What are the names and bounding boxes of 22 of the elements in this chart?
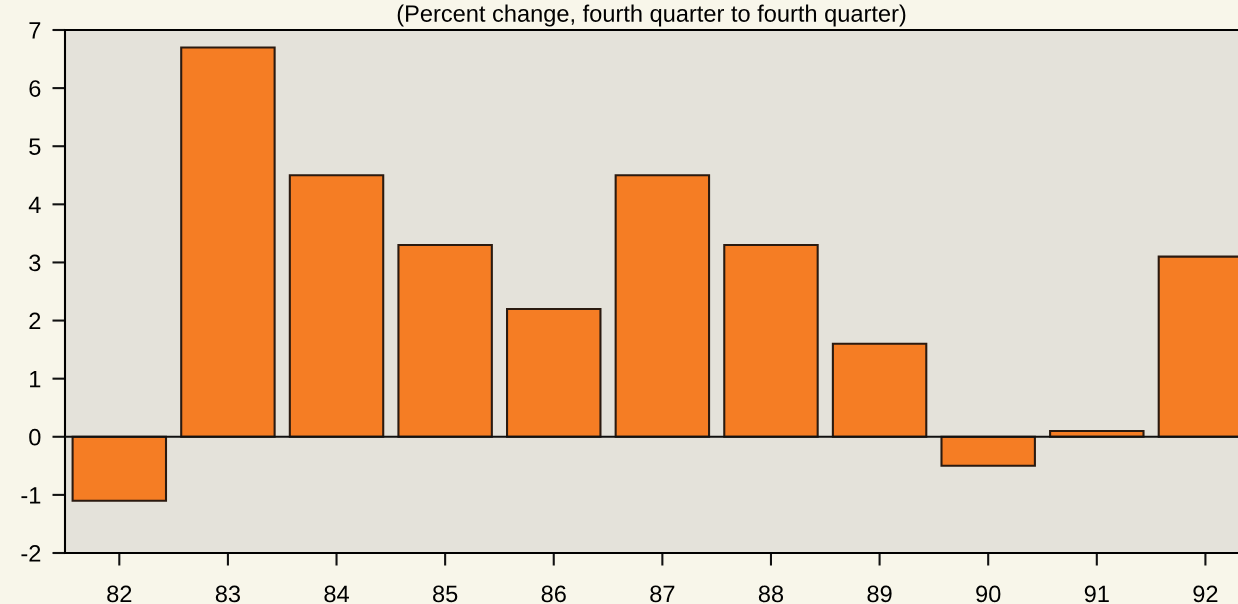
x-tick-label: 83 xyxy=(215,585,241,603)
y-tick-label: 3 xyxy=(29,254,41,272)
x-tick-label: 89 xyxy=(867,585,892,603)
x-tick-label: 88 xyxy=(758,585,784,603)
x-tick-label: 92 xyxy=(1193,585,1218,603)
x-tick-label: 85 xyxy=(433,585,458,603)
y-tick-label: -1 xyxy=(21,487,41,504)
x-tick-label: 84 xyxy=(324,585,349,603)
y-tick-label: -2 xyxy=(21,545,41,562)
x-tick-label: 91 xyxy=(1084,585,1109,603)
y-tick-label: 5 xyxy=(29,138,41,156)
y-tick-label: 2 xyxy=(29,312,41,330)
chart-title: (Percent change, fourth quarter to fourth quarter) xyxy=(397,4,906,27)
y-tick-label: 6 xyxy=(29,80,41,97)
y-tick-label: 0 xyxy=(29,428,41,446)
y-tick-label: 1 xyxy=(30,370,41,388)
y-tick-label: 7 xyxy=(29,22,41,39)
x-tick-label: 86 xyxy=(541,585,566,603)
x-tick-label: 90 xyxy=(976,585,1001,603)
x-tick-label: 87 xyxy=(650,585,675,603)
y-tick-label: 4 xyxy=(28,196,41,213)
x-tick-label: 82 xyxy=(107,585,132,603)
